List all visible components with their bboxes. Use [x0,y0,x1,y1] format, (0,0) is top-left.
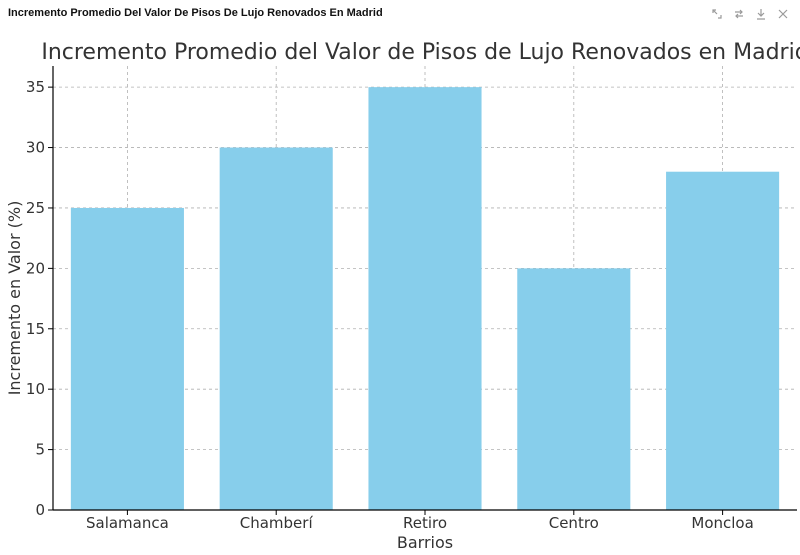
y-tick-label: 30 [26,139,45,157]
y-tick-label: 25 [26,199,45,217]
y-axis-label: Incremento en Valor (%) [5,201,24,396]
y-tick-label: 15 [26,320,45,338]
download-icon [757,9,765,20]
window-title: Incremento Promedio Del Valor De Pisos D… [8,7,383,19]
close-icon [778,9,788,19]
bar-chart: Incremento Promedio del Valor de Pisos d… [5,40,800,552]
y-tick-label: 20 [26,259,45,277]
x-axis-ticks: Salamanca Chamberí Retiro Centro Moncloa [86,510,754,532]
x-tick-label: Retiro [403,514,447,532]
chart-toolbar [710,6,790,22]
y-tick-label: 35 [26,78,45,96]
chart-title: Incremento Promedio del Valor de Pisos d… [41,40,800,65]
download-button[interactable] [754,6,768,22]
bar-moncloa [666,171,780,510]
close-button[interactable] [776,6,790,22]
x-tick-label: Chamberí [240,514,314,532]
bar-chamberi [219,147,333,510]
y-tick-label: 5 [35,441,45,459]
x-tick-label: Moncloa [691,514,753,532]
y-axis-ticks: 0 5 10 15 20 25 30 35 [26,78,53,519]
x-tick-label: Salamanca [86,514,169,532]
y-tick-label: 10 [26,380,45,398]
x-tick-label: Centro [549,514,599,532]
expand-button[interactable] [710,6,724,22]
expand-icon [712,9,722,19]
swap-button[interactable] [732,6,746,22]
bars [70,87,780,511]
bar-retiro [368,87,482,510]
window-titlebar: Incremento Promedio Del Valor De Pisos D… [0,0,800,30]
bar-centro [517,268,631,510]
swap-icon [735,9,743,19]
x-axis-label: Barrios [397,533,453,552]
y-tick-label: 0 [35,501,45,519]
bar-salamanca [70,207,184,511]
